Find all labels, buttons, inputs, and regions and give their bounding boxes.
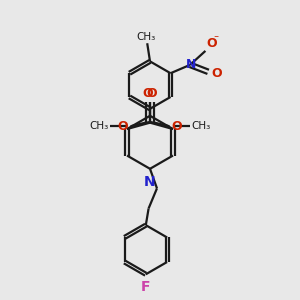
Text: ⁻: ⁻	[213, 34, 218, 44]
Text: N: N	[144, 175, 156, 189]
Text: O: O	[147, 87, 158, 100]
Text: O: O	[207, 37, 218, 50]
Text: F: F	[141, 280, 151, 294]
Text: CH₃: CH₃	[89, 121, 108, 131]
Text: O: O	[118, 120, 128, 133]
Text: CH₃: CH₃	[192, 121, 211, 131]
Text: O: O	[142, 87, 153, 100]
Text: N: N	[186, 58, 197, 71]
Text: O: O	[212, 67, 222, 80]
Text: CH₃: CH₃	[136, 32, 155, 42]
Text: O: O	[172, 120, 182, 133]
